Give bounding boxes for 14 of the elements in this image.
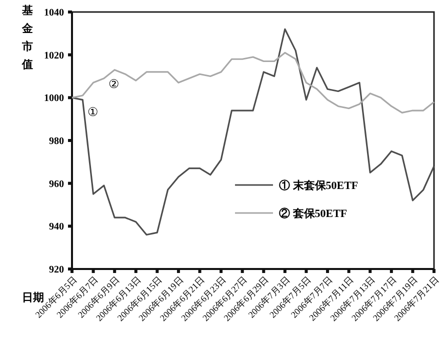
legend-label: ② 套保50ETF — [279, 206, 348, 220]
y-tick-label: 940 — [49, 222, 64, 233]
y-tick-label: 1040 — [44, 8, 64, 18]
line-series — [71, 28, 435, 236]
y-tick-label: 1000 — [44, 93, 64, 104]
annotation: ① — [87, 104, 98, 119]
y-tick-label: 920 — [49, 264, 64, 276]
y-tick-label: 960 — [49, 178, 64, 190]
x-axis-title: 日期 — [22, 291, 44, 304]
legend-label: ① 末套保50ETF — [279, 178, 358, 192]
y-axis-title: 基金市值 — [21, 4, 34, 71]
y-tick-label: 980 — [49, 136, 64, 147]
y-tick-label: 1020 — [44, 50, 64, 62]
annotation: ② — [108, 76, 120, 91]
